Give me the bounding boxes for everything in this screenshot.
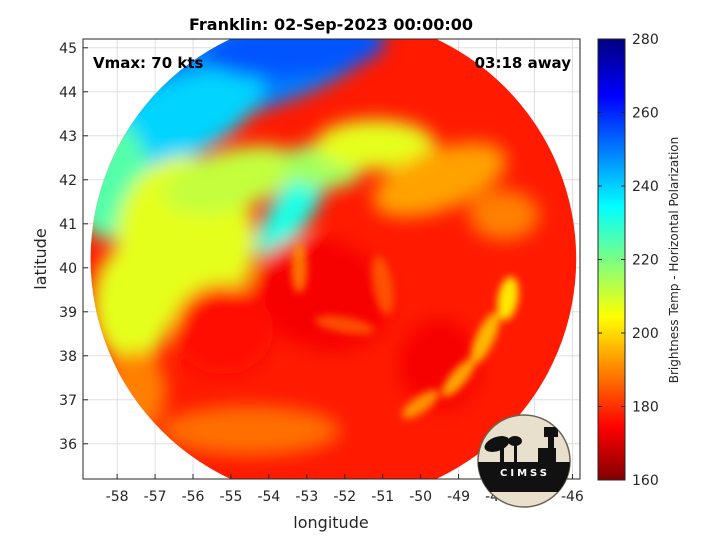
x-tick-label: -56 [182, 489, 205, 505]
field-blob [159, 405, 340, 456]
y-tick-label: 45 [59, 41, 77, 57]
x-tick-label: -55 [220, 489, 243, 505]
x-tick-label: -58 [106, 489, 129, 505]
field-blob [315, 119, 436, 170]
y-axis-label: latitude [31, 228, 50, 289]
vmax-annotation: Vmax: 70 kts [93, 54, 203, 72]
time-away-annotation: 03:18 away [475, 54, 572, 72]
field-blob [173, 284, 274, 375]
y-tick-label: 37 [59, 393, 77, 409]
x-tick-label: -54 [257, 489, 280, 505]
field-blob [371, 255, 394, 315]
chart-title: Franklin: 02-Sep-2023 00:00:00 [189, 15, 473, 34]
colorbar-tick-label: 240 [632, 179, 659, 195]
field-blob [441, 358, 476, 397]
y-tick-label: 38 [59, 349, 77, 365]
x-tick-label: -46 [561, 489, 584, 505]
colorbar-tick-label: 220 [632, 253, 659, 269]
colorbar-tick-label: 160 [632, 473, 659, 489]
cimss-logo: CIMSS [477, 414, 571, 508]
y-tick-label: 39 [59, 305, 77, 321]
x-tick-label: -52 [333, 489, 356, 505]
field-blob [497, 276, 519, 321]
x-tick-label: -57 [144, 489, 167, 505]
field-blob [315, 315, 375, 335]
y-tick-label: 40 [59, 261, 77, 277]
field-blob [402, 389, 440, 419]
y-tick-label: 42 [59, 173, 77, 189]
axes-box [82, 38, 581, 480]
cimss-logo-text: CIMSS [500, 468, 550, 479]
field-blob [92, 243, 173, 363]
colorbar-tick-label: 200 [632, 326, 659, 342]
field-blob [291, 242, 308, 293]
field-blob [470, 312, 500, 364]
colorbar-tick-label: 260 [632, 106, 659, 122]
y-axis: 36 37 38 39 40 41 42 43 44 45 [59, 41, 88, 453]
y-tick-label: 44 [59, 85, 77, 101]
x-tick-label: -53 [295, 489, 318, 505]
colorbar [597, 38, 626, 481]
y-tick-label: 41 [59, 217, 77, 233]
y-tick-label: 43 [59, 129, 77, 145]
y-tick-label: 36 [59, 437, 77, 453]
colorbar-ticks: 160 180 200 220 240 260 280 [598, 32, 659, 489]
x-tick-label: -49 [447, 489, 470, 505]
field-blob [373, 142, 507, 217]
field-blob [469, 190, 540, 240]
x-tick-label: -50 [409, 489, 432, 505]
field-blob [205, 39, 386, 79]
field-blob [256, 164, 328, 258]
colorbar-tick-label: 280 [632, 32, 659, 48]
x-axis-label: longitude [293, 513, 368, 532]
x-tick-label: -51 [371, 489, 394, 505]
colorbar-tick-label: 180 [632, 400, 659, 416]
colorbar-label: Brightness Temp - Horizontal Polarizatio… [667, 137, 681, 384]
field-blob [162, 145, 300, 214]
